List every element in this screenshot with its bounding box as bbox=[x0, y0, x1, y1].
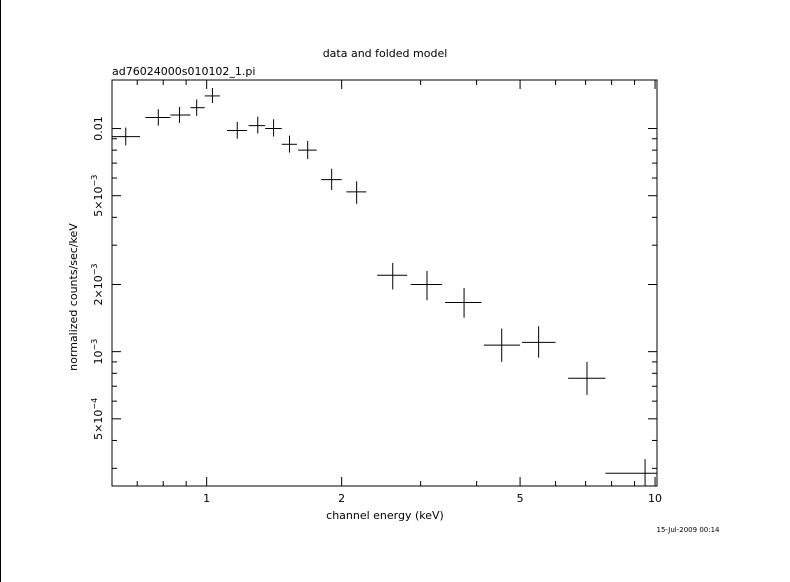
data-point bbox=[265, 119, 282, 137]
timestamp-footer: 15-Jul-2009 00:14 bbox=[656, 526, 720, 534]
y-tick-label: 0.01 bbox=[92, 116, 105, 141]
x-tick-label: 2 bbox=[338, 492, 345, 505]
data-points bbox=[112, 87, 657, 486]
y-tick-label: 5×10−4 bbox=[90, 398, 105, 440]
data-point bbox=[190, 99, 205, 116]
data-point bbox=[444, 287, 482, 318]
axis-ticks bbox=[112, 80, 657, 486]
x-tick-label: 1 bbox=[203, 492, 210, 505]
data-point bbox=[170, 106, 191, 123]
tick-labels: 1 2 5 10 5×10−4 10−3 2×10−3 5×10−3 0.01 bbox=[90, 116, 662, 505]
data-point bbox=[522, 326, 556, 358]
data-point bbox=[568, 361, 606, 395]
data-point bbox=[281, 135, 297, 153]
data-point bbox=[112, 127, 140, 146]
y-tick-label: 2×10−3 bbox=[90, 263, 105, 305]
data-point bbox=[321, 168, 342, 191]
x-axis-label: channel energy (keV) bbox=[326, 509, 444, 522]
x-tick-label: 5 bbox=[517, 492, 524, 505]
data-point bbox=[346, 181, 367, 204]
x-tick-label: 10 bbox=[648, 492, 662, 505]
data-point bbox=[226, 121, 247, 139]
data-point bbox=[410, 270, 443, 301]
data-point bbox=[377, 262, 408, 290]
data-point bbox=[298, 140, 317, 160]
chart-title: data and folded model bbox=[323, 47, 448, 60]
plot-frame bbox=[111, 79, 658, 487]
y-axis-label: normalized counts/sec/keV bbox=[67, 223, 80, 371]
data-point bbox=[248, 116, 266, 134]
data-point bbox=[483, 328, 521, 362]
y-tick-label: 10−3 bbox=[90, 339, 105, 365]
data-point bbox=[204, 87, 220, 104]
data-point bbox=[145, 109, 171, 126]
data-point bbox=[605, 459, 657, 486]
window-edge bbox=[0, 0, 1, 582]
chart-subtitle: ad76024000s010102_1.pi bbox=[112, 65, 255, 78]
y-tick-label: 5×10−3 bbox=[90, 175, 105, 217]
